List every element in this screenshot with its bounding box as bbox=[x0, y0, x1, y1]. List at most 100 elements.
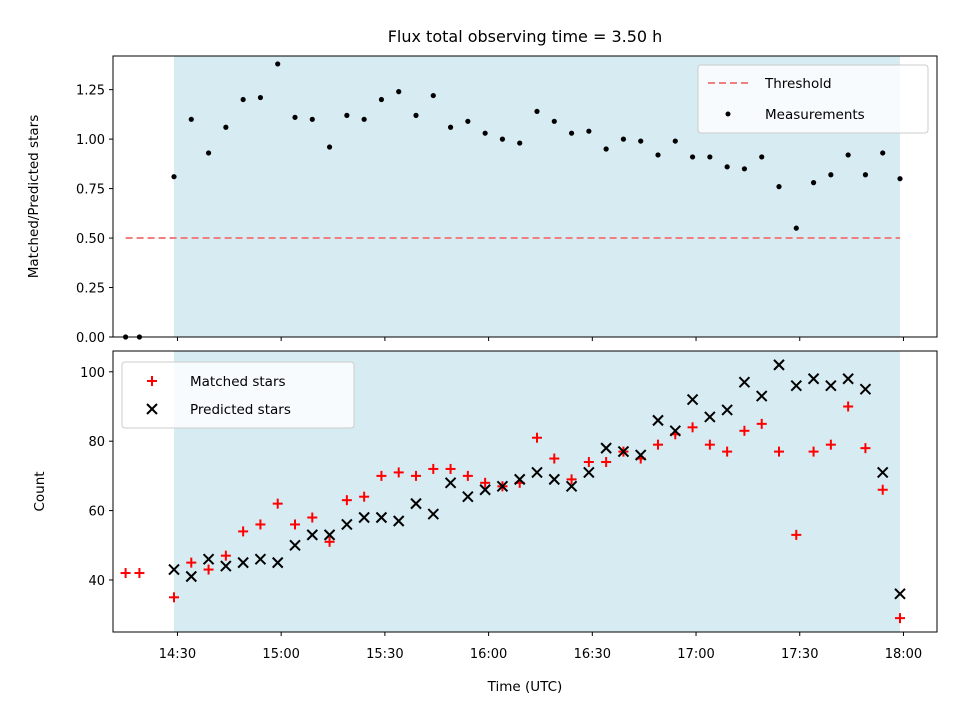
measurement-point bbox=[741, 166, 748, 172]
matched-star-point bbox=[653, 439, 663, 450]
matched-star-point bbox=[341, 495, 352, 506]
measurement-point bbox=[655, 152, 661, 158]
ratio-y-tick-label: 0.00 bbox=[76, 331, 105, 346]
matched-star-point bbox=[877, 484, 888, 495]
predicted-star-point bbox=[756, 390, 768, 402]
predicted-star-point-b bbox=[704, 411, 716, 423]
x-tick-label: 17:00 bbox=[677, 647, 714, 662]
measurements-legend-swatch bbox=[725, 111, 731, 117]
matched-star-point bbox=[549, 453, 560, 464]
matched-star-point bbox=[860, 443, 871, 454]
measurement-point bbox=[897, 176, 903, 182]
ratio-panel: 0.00 0.25 0.50 0.75 1.00 1.25 Flux total obse… bbox=[26, 27, 938, 346]
predicted-star-point-b bbox=[427, 508, 439, 520]
ratio-y-tick-label: 0.50 bbox=[76, 232, 105, 247]
matched-star-point bbox=[359, 491, 370, 502]
measurement-point bbox=[776, 184, 782, 190]
count-y-ticks: 40 60 80 100 bbox=[80, 366, 113, 589]
predicted-star-point-b bbox=[721, 404, 733, 416]
predicted-star-point bbox=[237, 556, 249, 569]
measurement-point bbox=[344, 112, 350, 118]
matched-star-point bbox=[169, 592, 179, 603]
matched-star-point bbox=[739, 425, 750, 436]
matched-star-point bbox=[290, 519, 300, 530]
predicted-star-point-b bbox=[202, 553, 215, 565]
measurement-point bbox=[620, 136, 627, 142]
predicted-star-point-b bbox=[859, 383, 872, 395]
x-tick-label: 16:00 bbox=[470, 647, 507, 662]
predicted-star-point-b bbox=[323, 529, 336, 541]
measurement-point bbox=[759, 154, 765, 160]
matched-star-point bbox=[808, 446, 819, 457]
matched-stars-legend-swatch bbox=[147, 376, 157, 386]
predicted-star-point bbox=[272, 556, 284, 569]
predicted-star-point bbox=[427, 508, 439, 520]
predicted-star-point-b bbox=[496, 480, 509, 493]
predicted-star-point-b bbox=[444, 477, 457, 489]
matched-star-point bbox=[601, 457, 612, 468]
predicted-star-point-b bbox=[807, 373, 820, 385]
predicted-star-point bbox=[531, 466, 543, 479]
predicted-star-point-b bbox=[773, 359, 785, 371]
predicted-star-point-b bbox=[617, 445, 630, 458]
matched-star-point bbox=[428, 463, 439, 474]
predicted-stars-legend-label: Predicted stars bbox=[190, 402, 291, 418]
predicted-star-point bbox=[565, 480, 578, 493]
measurement-point bbox=[638, 138, 644, 144]
measurement-point bbox=[828, 172, 834, 178]
measurement-point bbox=[326, 144, 333, 150]
measurement-point bbox=[689, 154, 696, 160]
predicted-star-point-b bbox=[790, 379, 802, 392]
count-y-tick-label: 80 bbox=[88, 435, 105, 450]
predicted-star-point-b bbox=[669, 425, 681, 437]
count-legend-box bbox=[121, 361, 355, 429]
count-y-tick-label: 40 bbox=[88, 574, 105, 589]
predicted-star-point bbox=[375, 511, 388, 524]
predicted-star-point-b bbox=[272, 556, 284, 569]
measurement-point bbox=[793, 225, 799, 231]
ratio-legend: Threshold Measurements bbox=[697, 64, 929, 134]
chart-title: Flux total observing time = 3.50 h bbox=[388, 27, 663, 46]
measurement-point bbox=[517, 140, 523, 146]
measurement-point bbox=[568, 130, 575, 136]
predicted-star-point bbox=[894, 588, 906, 600]
matched-star-point bbox=[532, 432, 542, 443]
predicted-star-point bbox=[462, 490, 474, 503]
measurement-point bbox=[396, 89, 402, 95]
matched-star-point bbox=[843, 401, 854, 412]
predicted-star-point bbox=[306, 529, 318, 541]
predicted-star-point bbox=[686, 393, 699, 406]
measurement-point bbox=[413, 112, 419, 118]
predicted-star-point-b bbox=[600, 442, 612, 454]
predicted-star-point-b bbox=[548, 473, 560, 486]
predicted-star-point-b bbox=[168, 563, 180, 576]
predicted-star-point-b bbox=[583, 466, 595, 479]
matched-star-point bbox=[120, 568, 131, 579]
ratio-axes-frame bbox=[112, 55, 938, 338]
x-tick-label: 15:30 bbox=[366, 647, 403, 662]
count-y-tick-label: 100 bbox=[80, 366, 105, 381]
predicted-star-point-b bbox=[410, 497, 422, 510]
ratio-y-axis-label: Matched/Predicted stars bbox=[26, 115, 42, 278]
matched-stars-points bbox=[120, 401, 905, 624]
predicted-star-point-b bbox=[514, 473, 526, 486]
measurement-point bbox=[603, 146, 609, 152]
predicted-star-point bbox=[168, 563, 180, 576]
ratio-legend-box bbox=[697, 64, 929, 134]
measurement-point bbox=[275, 61, 281, 67]
predicted-star-point bbox=[496, 480, 509, 493]
predicted-star-point bbox=[825, 379, 837, 392]
measurement-point bbox=[447, 124, 454, 130]
predicted-star-point bbox=[600, 442, 612, 454]
predicted-star-point-b bbox=[894, 588, 906, 600]
matched-star-point bbox=[220, 550, 231, 561]
predicted-star-point bbox=[393, 515, 405, 527]
matched-legend-marker bbox=[147, 376, 157, 386]
measurements-points bbox=[123, 61, 903, 340]
x-tick-label: 15:00 bbox=[262, 647, 299, 662]
predicted-stars-legend-swatch bbox=[146, 403, 158, 415]
predicted-star-point-b bbox=[686, 393, 699, 406]
measurement-point bbox=[240, 96, 246, 103]
predicted-star-point bbox=[548, 473, 560, 486]
x-tick-label: 18:00 bbox=[885, 647, 922, 662]
